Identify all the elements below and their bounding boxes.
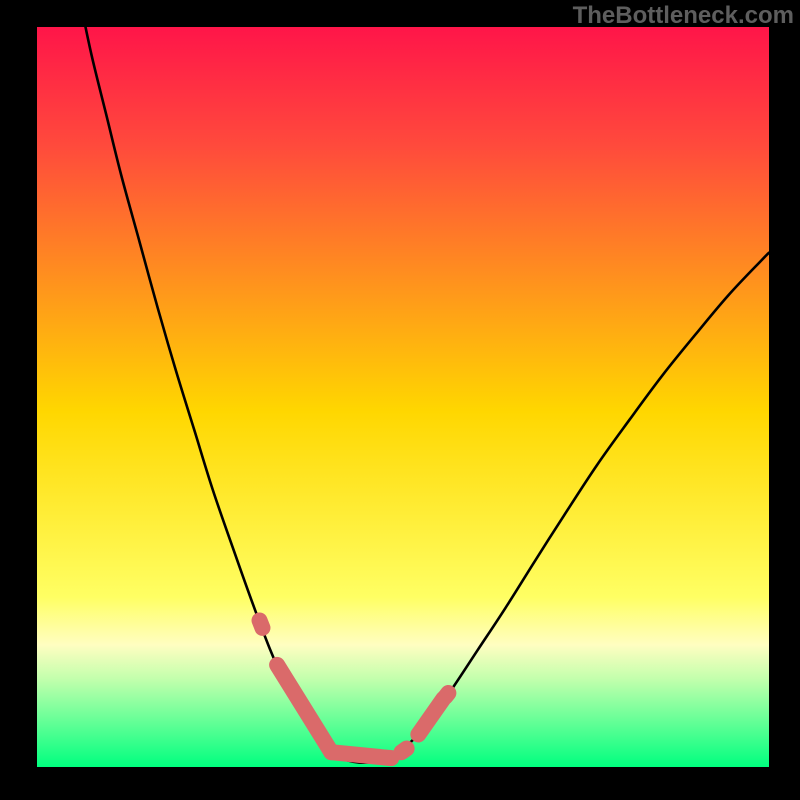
highlight-segment — [260, 620, 263, 627]
chart-svg — [0, 0, 800, 800]
watermark-text: TheBottleneck.com — [573, 2, 794, 30]
highlight-segment — [402, 749, 407, 753]
highlight-segment — [331, 752, 391, 758]
highlight-segment — [445, 693, 448, 697]
plot-background — [37, 27, 769, 767]
figure-root: TheBottleneck.com — [0, 0, 800, 800]
